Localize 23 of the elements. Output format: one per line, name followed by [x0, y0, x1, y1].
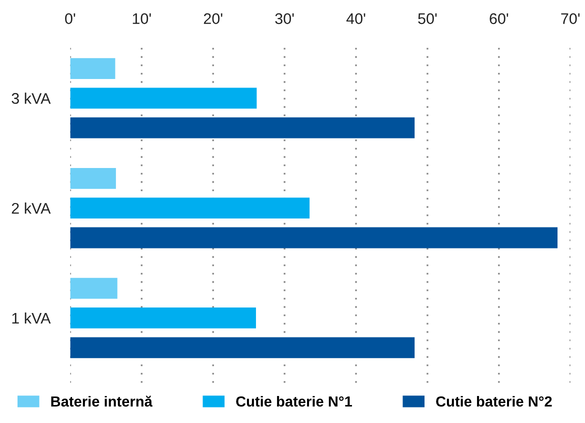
x-tick-label: 10' [132, 13, 151, 24]
bar [70, 227, 558, 248]
x-tick-label: 70' [561, 13, 580, 24]
x-tick-label: 60' [490, 13, 508, 24]
legend-label: Cutie baterie N°2 [436, 396, 552, 407]
x-tick-label: 0' [65, 13, 76, 24]
legend-label: Cutie baterie N°1 [236, 396, 352, 407]
y-tick-label: 3 kVA [12, 92, 51, 104]
legend-label: Baterie internă [51, 396, 152, 407]
bar [70, 308, 256, 328]
bar [70, 168, 116, 189]
bar [70, 117, 415, 138]
x-tick-label: 20' [204, 13, 222, 24]
y-tick-label: 2 kVA [12, 202, 51, 214]
x-tick-label: 30' [275, 13, 294, 24]
bar [70, 337, 415, 358]
bar [70, 278, 118, 299]
bar [70, 198, 310, 219]
x-tick-label: 40' [346, 13, 366, 24]
x-tick-label: 50' [418, 13, 437, 24]
bar [70, 88, 257, 109]
y-tick-label: 1 kVA [12, 312, 51, 324]
bar [70, 58, 116, 79]
